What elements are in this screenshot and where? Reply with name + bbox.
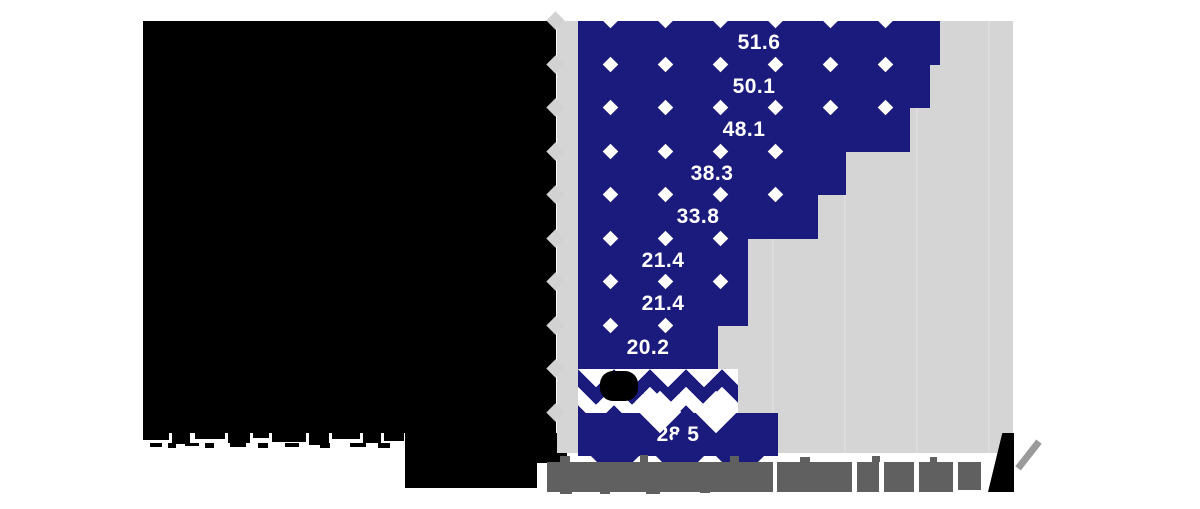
axis-strip-bump (800, 457, 810, 462)
footnote-fragment (258, 443, 268, 448)
footnote-fragment (205, 443, 214, 448)
footnote-fragment (185, 443, 199, 446)
footnote-fragment (150, 443, 162, 447)
bar-row-1: 51.6 (578, 21, 940, 65)
bar-value-label-4: 38.3 (690, 161, 734, 185)
footnote-fragment (230, 443, 246, 447)
bar-row-5: 33.8 (578, 195, 818, 239)
axis-strip-segment (919, 462, 953, 492)
axis-strip-segment (958, 462, 981, 490)
axis-strip-segment (777, 462, 852, 492)
redacted-bottom-box-2 (405, 463, 537, 488)
axis-strip-tail (600, 490, 610, 494)
axis-strip-bump (560, 456, 570, 462)
footnote-fragment (228, 432, 250, 443)
footnote-fragment (309, 432, 329, 445)
bar-value-label-7: 21.4 (641, 292, 685, 316)
obscured-value-blob (600, 371, 638, 401)
footnote-fragment (195, 432, 225, 439)
axis-strip-bump (730, 456, 739, 462)
footnote-fragment (384, 432, 404, 441)
footnote-fragment (350, 443, 366, 447)
axis-strip-bump (930, 457, 937, 462)
footnote-fragment (143, 432, 169, 440)
footnote-fragment (253, 432, 269, 438)
axis-strip-tail (646, 490, 660, 494)
axis-strip-segment (857, 462, 879, 492)
redacted-left-panel (143, 21, 556, 433)
axis-strip-tail (560, 490, 572, 494)
bar-value-label-3: 48.1 (722, 118, 766, 142)
bar-row-8: 20.2 (578, 325, 718, 369)
footnote-fragment (378, 443, 390, 448)
gridline (988, 21, 990, 453)
axis-strip-bump (872, 456, 880, 462)
footnote-fragment (320, 443, 330, 448)
bar-value-label-2: 50.1 (732, 74, 776, 98)
footnote-fragment (363, 432, 381, 443)
bar-row-3: 48.1 (578, 108, 910, 152)
axis-strip-segment (547, 462, 773, 492)
gridline (844, 21, 846, 453)
footnote-fragment (172, 432, 190, 444)
footnote-fragment (272, 432, 306, 442)
bar-value-label-1: 51.6 (737, 31, 781, 55)
gridline (916, 21, 918, 453)
axis-strip-segment (884, 462, 914, 492)
footnote-fragment (168, 443, 176, 448)
footnote-fragment (332, 432, 360, 439)
axis-strip-tail (700, 490, 710, 493)
bar-value-label-8: 20.2 (626, 335, 670, 359)
bar-value-label-6: 21.4 (641, 248, 685, 272)
bar-row-2: 50.1 (578, 64, 930, 108)
footnote-fragment (285, 443, 299, 447)
bar-value-label-5: 33.8 (676, 205, 720, 229)
redacted-bottom-box (405, 433, 567, 463)
bar-row-4: 38.3 (578, 151, 846, 195)
axis-strip-bump (640, 455, 648, 462)
